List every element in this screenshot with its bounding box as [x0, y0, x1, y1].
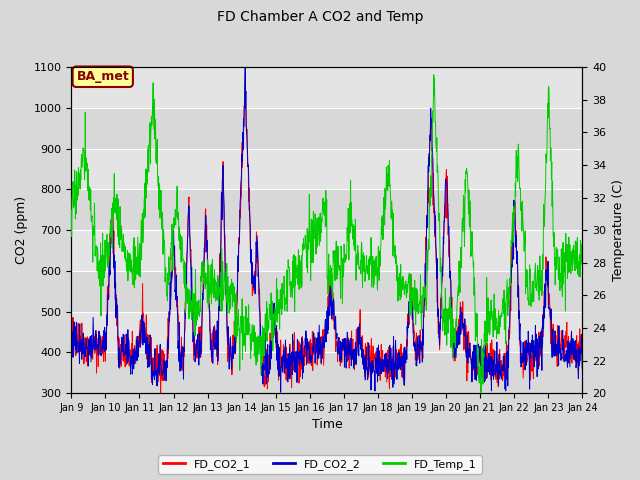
- Bar: [71, 149, 582, 190]
- Text: FD Chamber A CO2 and Temp: FD Chamber A CO2 and Temp: [217, 10, 423, 24]
- Bar: [71, 108, 582, 149]
- Bar: [71, 312, 582, 352]
- Bar: [71, 271, 582, 312]
- Bar: [71, 67, 582, 108]
- Bar: [71, 352, 582, 393]
- Bar: [71, 190, 582, 230]
- X-axis label: Time: Time: [312, 419, 342, 432]
- Legend: FD_CO2_1, FD_CO2_2, FD_Temp_1: FD_CO2_1, FD_CO2_2, FD_Temp_1: [159, 455, 481, 474]
- Bar: [71, 230, 582, 271]
- Y-axis label: CO2 (ppm): CO2 (ppm): [15, 196, 28, 264]
- Y-axis label: Temperature (C): Temperature (C): [612, 179, 625, 281]
- Text: BA_met: BA_met: [76, 70, 129, 83]
